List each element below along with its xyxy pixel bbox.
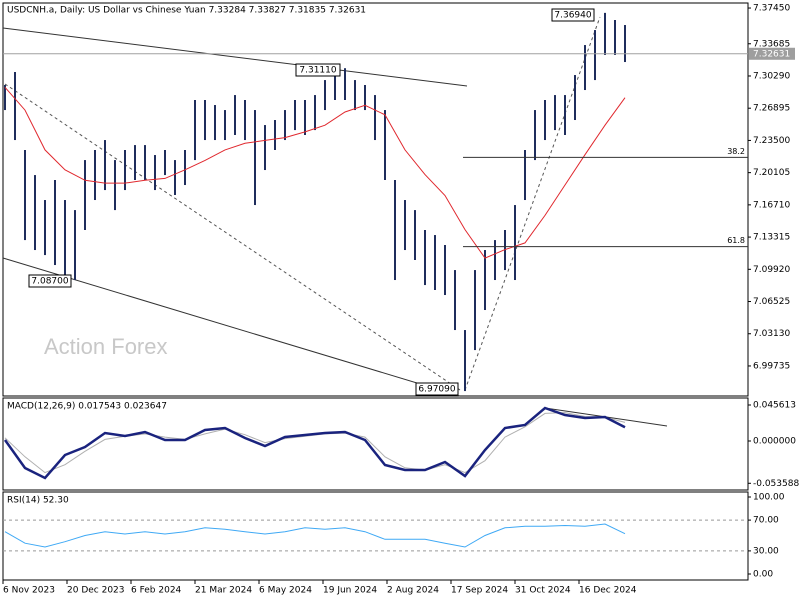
x-tick-label: 19 Jun 2024 xyxy=(323,586,377,596)
x-tick-label: 17 Sep 2024 xyxy=(451,586,508,596)
y-tick-label: 70.00 xyxy=(753,516,779,526)
rsi-pane xyxy=(2,491,749,581)
price-bars xyxy=(4,12,626,392)
y-tick-label: 7.33685 xyxy=(753,39,790,49)
dotted-line xyxy=(4,83,461,391)
rsi-line xyxy=(4,523,626,548)
y-tick-label: 7.23500 xyxy=(753,136,790,146)
trendline xyxy=(2,27,468,87)
price-label: 7.36940 xyxy=(554,11,591,21)
y-tick-label: 7.37450 xyxy=(753,4,790,14)
macd-line xyxy=(3,406,626,480)
x-tick-label: 6 May 2024 xyxy=(259,586,312,596)
macd-line xyxy=(4,412,626,474)
y-tick-label: 0.000000 xyxy=(753,437,796,447)
y-tick-label: 7.20105 xyxy=(753,168,790,178)
y-tick-label: 6.99735 xyxy=(753,361,790,371)
y-tick-label: 7.16710 xyxy=(753,200,790,210)
x-tick-label: 6 Feb 2024 xyxy=(131,586,182,596)
macd-pane xyxy=(2,397,749,491)
chart-title: USDCNH.a, Daily: US Dollar vs Chinese Yu… xyxy=(7,6,366,16)
price-label: 6.97090 xyxy=(418,385,455,395)
label-box xyxy=(28,274,72,288)
y-tick-label: 0.00 xyxy=(753,569,773,579)
x-tick-label: 6 Nov 2023 xyxy=(3,586,55,596)
x-tick-label: 20 Dec 2023 xyxy=(67,586,125,596)
y-tick-label: 7.03130 xyxy=(753,329,790,339)
y-tick-label: 7.09920 xyxy=(753,265,790,275)
last-price-box xyxy=(749,47,795,60)
price-label: 7.31110 xyxy=(299,66,336,76)
macd-title: MACD(12,26,9) 0.017543 0.023647 xyxy=(7,402,167,412)
y-tick-label: 100.00 xyxy=(753,493,785,503)
last-price-label: 7.32631 xyxy=(753,49,790,59)
x-tick-label: 31 Oct 2024 xyxy=(515,586,571,596)
main-pane xyxy=(2,2,749,397)
y-tick-label: 0.045613 xyxy=(753,401,796,411)
y-tick-label: 7.26895 xyxy=(753,104,790,114)
y-tick-label: 7.30290 xyxy=(753,71,790,81)
fib-label: 38.2 xyxy=(727,147,745,156)
fib-label: 61.8 xyxy=(727,236,745,245)
price-label: 7.08700 xyxy=(31,277,68,287)
watermark: Action Forex xyxy=(44,334,168,359)
y-tick-label: 30.00 xyxy=(753,546,779,556)
label-box xyxy=(415,382,459,396)
y-tick-label: 7.13315 xyxy=(753,233,790,243)
trendline xyxy=(2,257,461,397)
x-tick-label: 2 Aug 2024 xyxy=(387,586,439,596)
y-tick-label: -0.053588 xyxy=(753,479,799,489)
label-box xyxy=(551,8,595,22)
dotted-line xyxy=(464,16,601,391)
annotations: 7.31110 7.08700 6.97090 7.36940 xyxy=(28,8,595,396)
y-tick-label: 7.06525 xyxy=(753,297,790,307)
label-box xyxy=(295,63,341,77)
moving-average xyxy=(4,86,626,259)
rsi-title: RSI(14) 52.30 xyxy=(7,496,69,506)
x-tick-label: 16 Dec 2024 xyxy=(579,586,637,596)
x-tick-label: 21 Mar 2024 xyxy=(195,586,252,596)
